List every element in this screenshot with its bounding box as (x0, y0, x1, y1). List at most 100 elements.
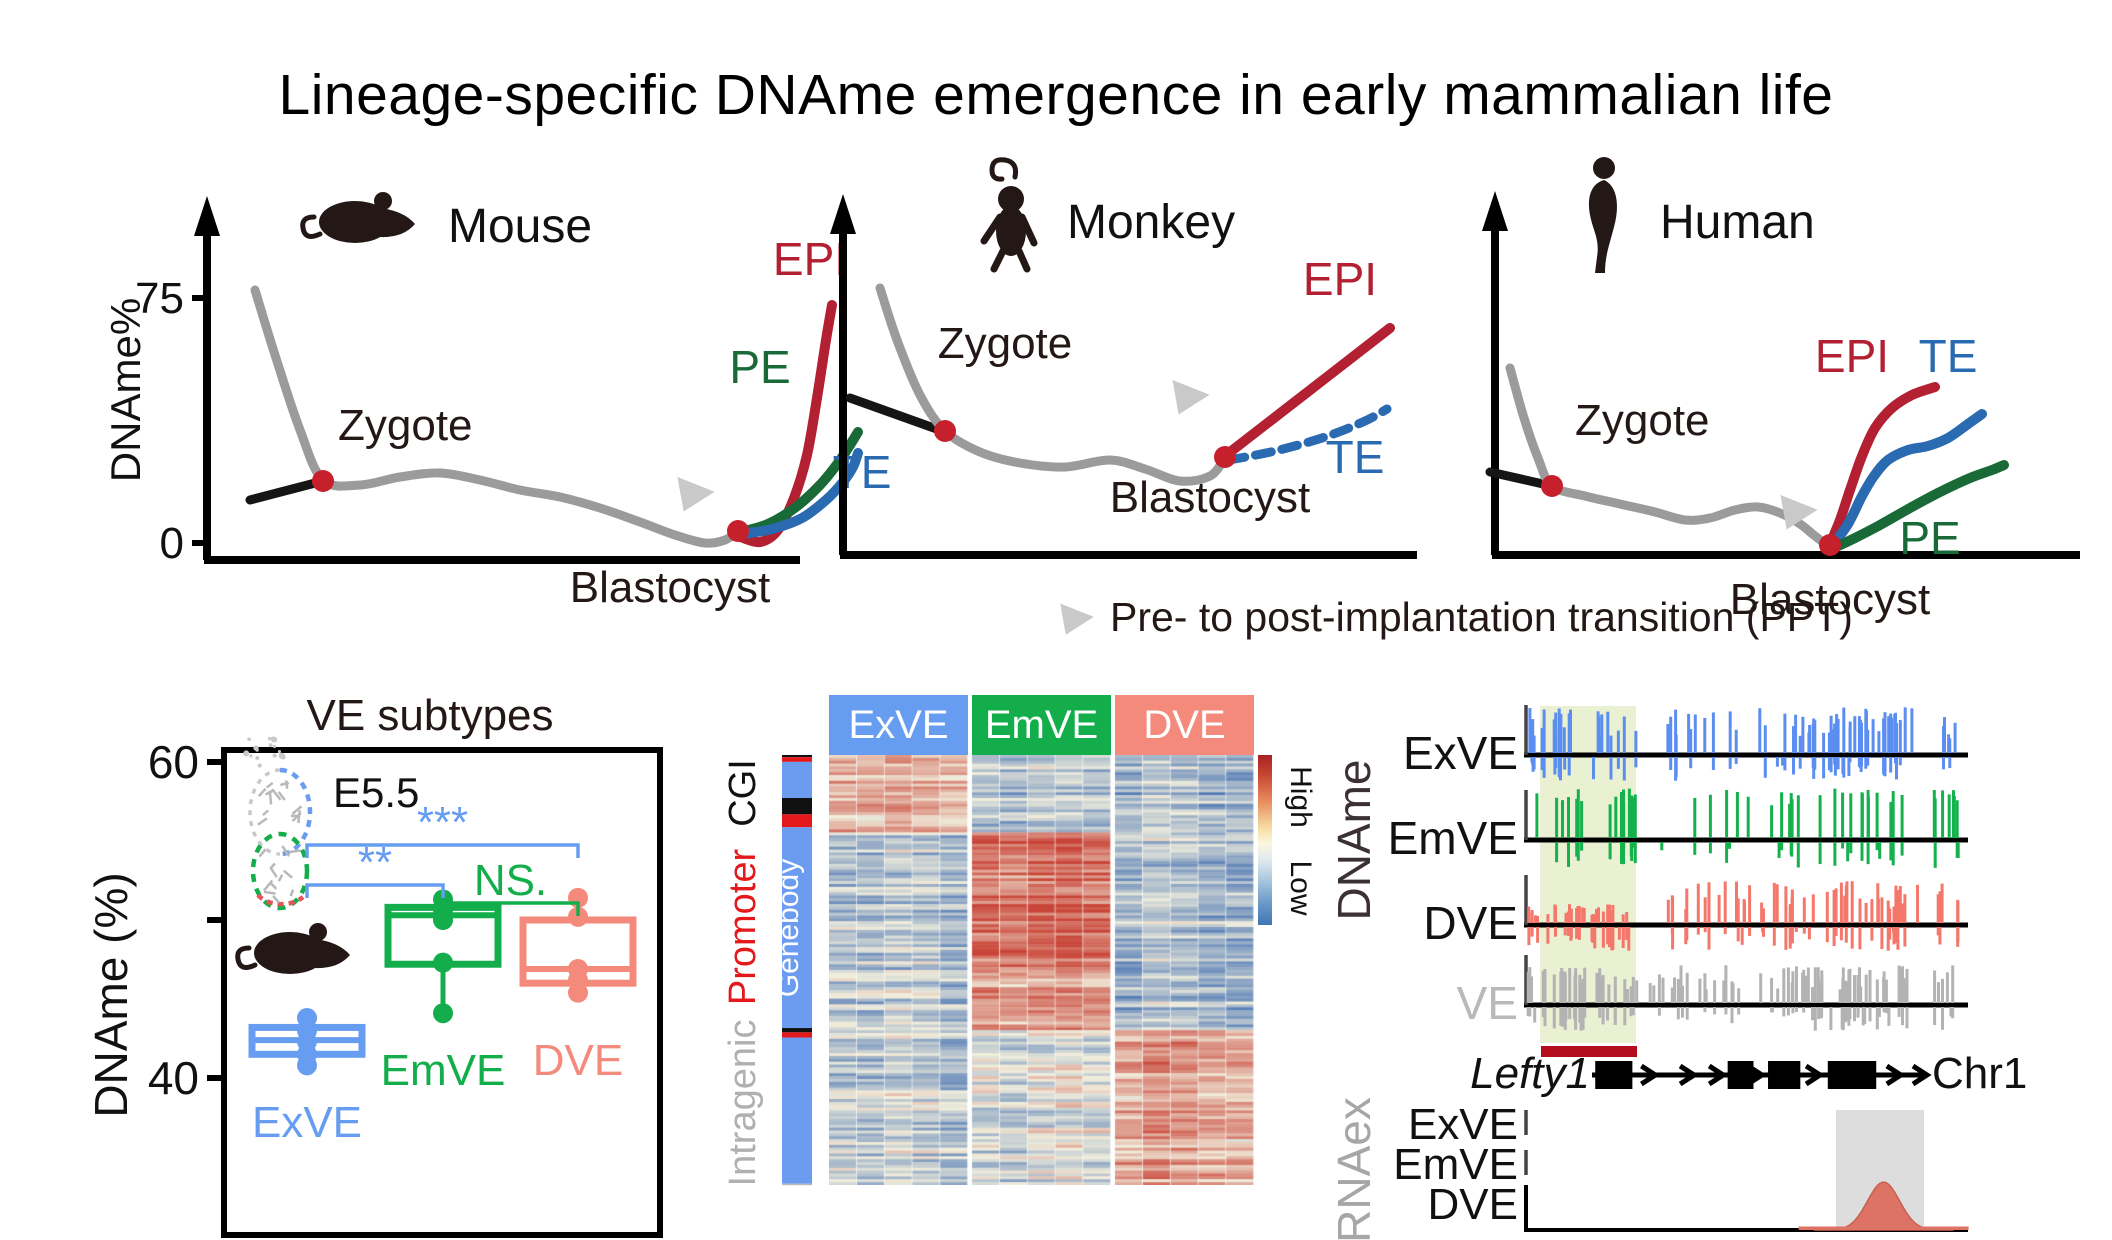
species-label-human: Human (1660, 196, 1815, 249)
significance-label: ** (358, 838, 392, 887)
monkey-icon (984, 160, 1034, 269)
significance-bracket (305, 843, 580, 858)
data-point (433, 910, 453, 930)
annotation-blastocyst: Blastocyst (1730, 575, 1931, 624)
annotation-epi: EPI (1303, 253, 1377, 305)
track-label-ve: VE (1457, 977, 1518, 1029)
track-label-exve: ExVE (1403, 727, 1518, 779)
panel-human: Human Zygote Blastocyst EPI TE PE (1482, 157, 2080, 624)
annotation-blastocyst: Blastocyst (1110, 473, 1311, 522)
annotation-te: TE (1326, 431, 1385, 483)
curve-global-demethylation (250, 285, 743, 548)
panel-monkey: Monkey Zygote Blastocyst EPI TE (830, 140, 1417, 559)
ytick-40: 40 (148, 1052, 199, 1104)
annotation-segment (782, 827, 812, 1029)
heatmap-colorbar (1258, 755, 1272, 925)
annotation-segment (782, 814, 812, 828)
row-label-promoter: Promoter (722, 849, 764, 1006)
annotation-pe: PE (729, 341, 790, 393)
dname-track-exve (1528, 707, 1957, 781)
curve-TE (1827, 409, 1987, 551)
colorbar-low-label: Low (1284, 860, 1317, 915)
monkey-axes (830, 194, 1417, 559)
rna-signal (1798, 1181, 1969, 1231)
species-label-mouse: Mouse (448, 200, 592, 253)
panel-heatmap: ExVE EmVE DVE CGI Promoter Intragenic Ge… (695, 675, 1375, 1220)
annotation-zygote: Zygote (338, 401, 473, 450)
ytick-60: 60 (148, 736, 199, 788)
curve-pre-fertilization (845, 393, 950, 437)
annotation-te: TE (1919, 330, 1978, 382)
heatmap-column-header-exve: ExVE (829, 695, 968, 755)
panel-boxplot: VE subtypes DNAme (%) 60 40 E5.5 ExVE EmV… (85, 691, 663, 1238)
header-label: ExVE (848, 702, 949, 747)
annotation-segment (782, 761, 812, 798)
y-axis-label: DNAme% (102, 298, 149, 482)
annotation-segment (782, 1183, 812, 1186)
y-axis-arrow-icon (830, 194, 856, 234)
exon (1595, 1061, 1633, 1089)
dname-track-dve (1527, 881, 1960, 951)
rna-track-label-dve: DVE (1428, 1180, 1518, 1229)
human-curves: Zygote Blastocyst EPI TE PE (1485, 330, 2009, 624)
annotation-segment (782, 757, 812, 762)
annotation-epi: EPI (1815, 330, 1889, 382)
ppt-legend-text: Pre- to post-implantation transition (PP… (1110, 594, 1853, 640)
ytick-0: 0 (160, 519, 184, 568)
annotation-segment (782, 1032, 812, 1038)
dname-bar-tracks (1526, 707, 1960, 1031)
curve-PE (735, 427, 863, 537)
annotation-zygote: Zygote (938, 319, 1073, 368)
boxplot-ticks: 60 40 (148, 736, 224, 1104)
stage-dot-zygote (312, 470, 334, 492)
significance-label: NS. (474, 856, 547, 905)
y-axis-arrow-icon (194, 196, 220, 236)
ppt-legend: Pre- to post-implantation transition (PP… (1058, 594, 1853, 641)
curve-EPI (733, 300, 837, 548)
human-icon (1588, 157, 1617, 273)
track-label-dve: DVE (1423, 897, 1518, 949)
colorbar-high-label: High (1284, 766, 1317, 828)
track-label-emve: EmVE (1388, 812, 1518, 864)
mouse-axes: 75 0 DNAme% (102, 196, 800, 568)
significance-bracket (305, 883, 445, 898)
row-label-cgi: CGI (722, 759, 764, 827)
annotation-segment (782, 755, 812, 758)
figure-title: Lineage-specific DNAme emergence in earl… (278, 63, 1834, 127)
annotation-genebody-label: Genebody (772, 859, 805, 997)
dname-track-axes (1524, 705, 1968, 1008)
panel-mouse: 75 0 DNAme% Mouse ZygoteBlastocystEPIPET… (102, 140, 891, 612)
rna-track-label-exve: ExVE (1408, 1100, 1518, 1149)
heatmap-column-header-emve: EmVE (972, 695, 1111, 755)
annotation-pe: PE (1899, 512, 1960, 564)
group-label-exve: ExVE (252, 1098, 362, 1147)
stage-dot-zygote (934, 420, 956, 442)
exon (1727, 1061, 1754, 1089)
curve-pre-fertilization (245, 476, 328, 505)
curve-TE (737, 448, 863, 539)
gene-model (1592, 1061, 1932, 1089)
data-point (433, 952, 453, 973)
stage-dot-blastocyst (727, 520, 749, 542)
data-point (568, 982, 588, 1003)
significance-bracket (441, 901, 580, 916)
monkey-curves: Zygote Blastocyst EPI TE (845, 253, 1395, 522)
ppt-arrow-icon (1060, 602, 1094, 635)
significance-label: *** (417, 798, 468, 847)
chromosome-label: Chr1 (1932, 1049, 2027, 1098)
gene-name-label: Lefty1 (1470, 1049, 1590, 1098)
curve-EPI (1825, 382, 1940, 549)
dname-track-emve (1535, 788, 1960, 868)
stage-label: E5.5 (333, 769, 419, 816)
ppt-arrow-icon (1172, 379, 1210, 415)
rna-peak-dve (1813, 1181, 1954, 1231)
curve-PE (1829, 460, 2009, 553)
rna-track-label-emve: EmVE (1393, 1140, 1518, 1189)
curve-EPI (1220, 323, 1395, 461)
dname-track-ve (1526, 965, 1955, 1031)
curve-global-demethylation (1505, 363, 1833, 551)
embryo-illustration (243, 736, 313, 911)
curve-global-demethylation (875, 283, 1230, 486)
